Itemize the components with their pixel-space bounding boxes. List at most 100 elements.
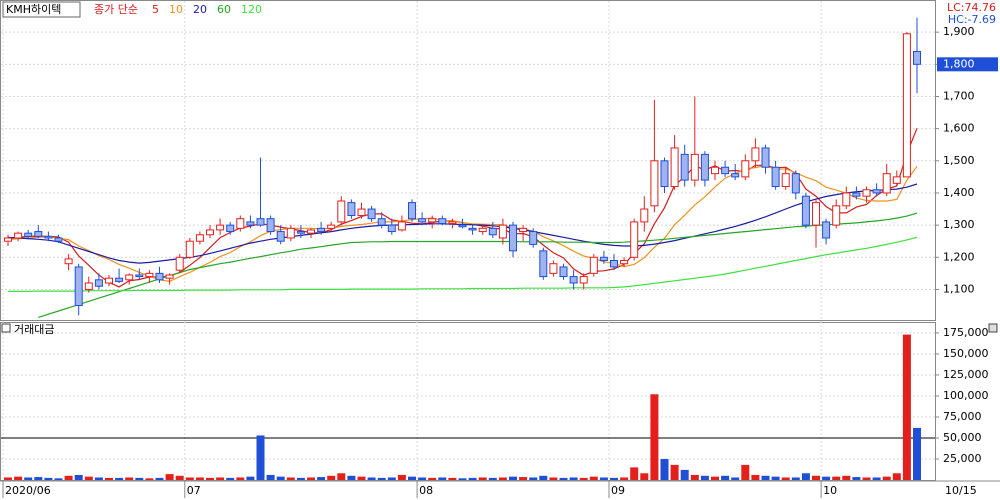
candle-body	[852, 192, 861, 197]
candle-body	[711, 166, 719, 175]
candle-body	[902, 33, 911, 178]
volume-bar	[731, 477, 740, 480]
volume-bar	[155, 477, 164, 480]
volume-bar	[488, 477, 497, 480]
candle-body	[610, 260, 618, 268]
volume-bar	[236, 477, 245, 480]
y-tick-label: 1,500	[943, 154, 975, 167]
candle-body	[640, 208, 649, 223]
volume-bar	[882, 476, 891, 480]
volume-bar	[44, 477, 53, 480]
volume-bar	[610, 477, 618, 480]
candle-body	[458, 224, 467, 228]
volume-bar	[902, 334, 911, 480]
volume-bar	[529, 477, 538, 480]
candle-body	[721, 166, 730, 175]
x-tick-label: 08	[419, 484, 433, 497]
volume-bar	[539, 475, 548, 480]
volume-bar	[721, 475, 730, 480]
x-tick-label: 10	[823, 484, 837, 497]
volume-bar	[872, 477, 881, 480]
candle-body	[731, 173, 740, 178]
ma-line	[8, 236, 918, 292]
volume-bar	[791, 477, 800, 480]
y-tick-label: 1,100	[943, 282, 975, 295]
volume-bar	[145, 478, 154, 480]
volume-bar	[206, 477, 214, 480]
volume-bar	[650, 394, 659, 480]
legend-entry: 10	[169, 3, 183, 16]
candle-body	[165, 274, 174, 279]
volume-bar	[620, 477, 629, 480]
candle-body	[175, 256, 184, 271]
y-tick-label: 1,900	[943, 25, 975, 38]
volume-bar	[660, 458, 669, 480]
volume-bar	[387, 477, 396, 480]
volume-bar	[640, 473, 649, 480]
candle-body	[256, 218, 265, 226]
volume-bar	[64, 475, 73, 480]
candle-body	[408, 202, 416, 220]
candle-body	[579, 276, 588, 284]
legend-entry: 20	[193, 3, 207, 16]
y-tick-label: 175,000	[943, 326, 989, 339]
candle-body	[569, 276, 578, 284]
volume-bar	[195, 477, 204, 480]
y-tick-label: 25,000	[943, 452, 982, 465]
volume-bar	[509, 476, 517, 480]
candle-body	[660, 160, 669, 188]
volume-bar	[327, 475, 336, 480]
volume-bar	[549, 477, 558, 480]
candle-body	[74, 266, 83, 307]
candle-body	[832, 205, 841, 226]
candle-body	[155, 272, 164, 281]
candle-body	[236, 218, 245, 229]
volume-bar	[246, 476, 255, 480]
volume-bar	[822, 476, 831, 480]
volume-bar	[125, 477, 134, 480]
volume-title: 거래대금	[14, 323, 54, 336]
legend-entry: 120	[241, 3, 262, 16]
candle-body	[135, 274, 144, 278]
y-tick-label: 1,400	[943, 186, 975, 199]
volume-bar	[24, 477, 33, 480]
y-tick-label: 150,000	[943, 347, 989, 360]
candle-body	[84, 282, 93, 290]
x-tick-label: 07	[187, 484, 201, 497]
volume-bar	[630, 467, 639, 480]
volume-bar	[34, 477, 43, 480]
candle-body	[529, 231, 538, 245]
candle-body	[488, 227, 497, 236]
panel-close[interactable]	[988, 323, 998, 333]
volume-bar	[94, 477, 103, 480]
volume-bar	[105, 477, 113, 480]
candle-body	[14, 232, 23, 239]
candle-body	[317, 227, 326, 233]
volume-bar	[589, 476, 598, 480]
volume-bar	[185, 477, 194, 480]
volume-bar	[296, 477, 305, 480]
candle-body	[397, 221, 406, 231]
y-tick-label: 1,200	[943, 250, 975, 263]
candle-body	[125, 274, 134, 281]
candle-body	[64, 258, 73, 265]
candle-body	[690, 153, 699, 181]
volume-bar	[14, 476, 23, 480]
volume-bar	[670, 464, 679, 480]
volume-bar	[680, 469, 689, 480]
candle-body	[822, 221, 831, 239]
volume-bar	[266, 474, 275, 480]
volume-bar	[852, 477, 861, 480]
volume-bar	[781, 477, 790, 480]
candle-body	[620, 260, 629, 265]
candle-body	[347, 202, 356, 216]
candle-body	[751, 147, 760, 162]
y-tick-label: 1,300	[943, 218, 975, 231]
candle-body	[670, 147, 679, 188]
candle-body	[771, 166, 780, 188]
volume-bar	[175, 475, 184, 480]
ma-line	[38, 212, 918, 318]
